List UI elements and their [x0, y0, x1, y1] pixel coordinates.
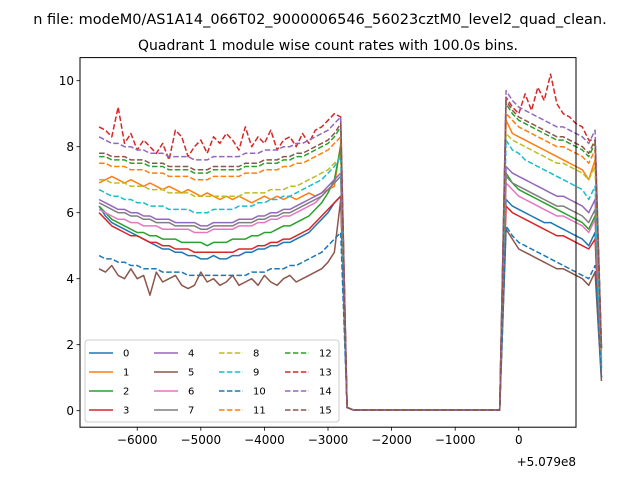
series-layer	[98, 73, 603, 411]
y-tick-label: 2	[66, 338, 74, 352]
legend-label-4: 4	[188, 349, 194, 360]
legend-label-0: 0	[123, 349, 129, 360]
x-tick-label: −3000	[308, 433, 349, 447]
legend-label-6: 6	[188, 387, 194, 398]
y-tick-label: 6	[66, 206, 74, 220]
x-tick-label: −1000	[435, 433, 476, 447]
x-tick-label: −6000	[117, 433, 158, 447]
x-tick-label: −2000	[371, 433, 412, 447]
legend-label-5: 5	[188, 368, 194, 379]
legend-label-10: 10	[253, 387, 266, 398]
legend-label-2: 2	[123, 387, 129, 398]
chart-title: Quadrant 1 module wise count rates with …	[138, 38, 518, 54]
y-axis: 0 2 4 6 8 10	[59, 74, 80, 418]
legend-label-7: 7	[188, 406, 194, 417]
y-tick-label: 10	[59, 74, 74, 88]
y-tick-label: 4	[66, 272, 74, 286]
x-tick-label: −5000	[181, 433, 222, 447]
series-line-13	[98, 73, 603, 411]
y-tick-label: 0	[66, 404, 74, 418]
legend-box	[84, 339, 340, 423]
legend-label-12: 12	[319, 349, 332, 360]
legend-label-1: 1	[123, 368, 129, 379]
series-line-15	[99, 99, 603, 411]
series-line-9	[98, 139, 603, 411]
x-axis-offset-label: +5.079e8	[517, 455, 576, 469]
figure-suptitle: n file: modeM0/AS1A14_066T02_9000006546_…	[33, 12, 607, 28]
legend-label-14: 14	[319, 387, 332, 398]
legend-label-9: 9	[253, 368, 259, 379]
series-line-8	[99, 132, 603, 411]
legend-label-11: 11	[253, 406, 266, 417]
x-tick-label: 0	[515, 433, 523, 447]
y-tick-label: 8	[66, 140, 74, 154]
x-axis: −6000 −5000 −4000 −3000 −2000 −1000 0	[117, 427, 523, 447]
legend-label-15: 15	[319, 406, 332, 417]
legend-label-3: 3	[123, 406, 129, 417]
legend-label-8: 8	[253, 349, 259, 360]
legend-label-13: 13	[319, 368, 332, 379]
x-tick-label: −4000	[244, 433, 285, 447]
